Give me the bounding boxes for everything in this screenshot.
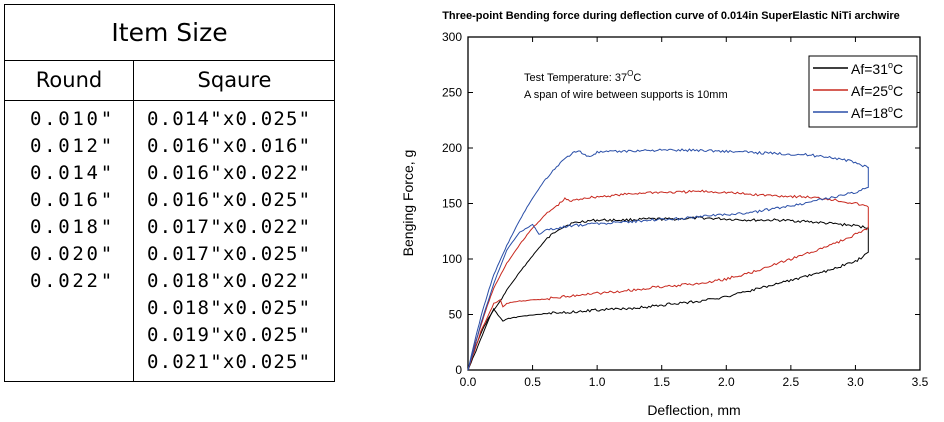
annotation-temperature-unit: C <box>633 72 641 84</box>
legend-label: Af=18oC <box>851 104 903 121</box>
legend-label: Af=31oC <box>851 60 903 77</box>
y-tick-label: 300 <box>442 30 462 44</box>
round-size-item: 0.012" <box>30 135 115 157</box>
table-title: Item Size <box>111 18 228 47</box>
series-2-unloading-line <box>467 207 869 371</box>
y-tick-label: 200 <box>442 141 462 155</box>
annotation-temperature-degree: O <box>627 69 633 78</box>
annotation-temperature-text: Test Temperature: 37 <box>524 72 627 84</box>
square-size-item: 0.019"x0.025" <box>147 324 312 346</box>
table-header-row: Round Sqaure <box>5 60 334 101</box>
square-size-item: 0.014"x0.025" <box>147 108 312 130</box>
round-size-item: 0.020" <box>30 243 115 265</box>
square-size-item: 0.021"x0.025" <box>147 351 312 373</box>
y-tick-label: 50 <box>449 308 463 322</box>
x-tick-label: 0.0 <box>460 375 477 389</box>
round-size-item: 0.018" <box>30 216 115 238</box>
legend-label-degree: o <box>888 82 893 92</box>
legend-label-name: Af=18 <box>851 105 888 121</box>
item-size-table: Item Size Round Sqaure 0.010" 0.012" 0.014… <box>4 4 335 382</box>
legend-label-unit: C <box>893 105 903 121</box>
x-axis-label: Deflection, mm <box>647 402 740 418</box>
square-size-list: 0.014"x0.025" 0.016"x0.016" 0.016"x0.022" 0… <box>147 106 311 376</box>
square-size-item: 0.016"x0.025" <box>147 189 312 211</box>
square-size-item: 0.016"x0.016" <box>147 135 312 157</box>
series-1-loading-line <box>467 216 869 371</box>
y-axis-label: Benging Force, g <box>400 150 416 257</box>
x-tick-label: 2.0 <box>718 375 735 389</box>
legend-label-unit: C <box>893 61 903 77</box>
y-tick-label: 100 <box>442 252 462 266</box>
y-tick-label: 150 <box>442 197 462 211</box>
annotation-span: A span of wire between supports is 10mm <box>524 89 728 101</box>
series-3-unloading-line <box>467 166 869 371</box>
square-column-header: Sqaure <box>197 68 272 92</box>
legend-label-degree: o <box>888 60 893 70</box>
x-tick-label: 1.0 <box>589 375 606 389</box>
chart-title: Three-point Bending force during deflect… <box>442 10 900 22</box>
legend-label: Af=25oC <box>851 82 903 99</box>
x-tick-label: 3.0 <box>847 375 864 389</box>
axis-ticks: 0.0 0.5 1.0 1.5 2.0 2.5 3.0 3.5 0 50 100 150 200 250 3… <box>442 30 929 389</box>
series-3-loading-line <box>467 148 869 371</box>
round-size-item: 0.022" <box>30 270 115 292</box>
legend-label-name: Af=25 <box>851 83 888 99</box>
legend-label-name: Af=31 <box>851 61 888 77</box>
y-tick-label: 250 <box>442 86 462 100</box>
x-tick-label: 0.5 <box>524 375 541 389</box>
table-title-row: Item Size <box>5 5 334 61</box>
legend-label-unit: C <box>893 83 903 99</box>
square-size-item: 0.017"x0.025" <box>147 243 312 265</box>
round-column-header: Round <box>35 68 103 92</box>
y-tick-label: 0 <box>455 363 462 377</box>
annotation-temperature: Test Temperature: 37OC <box>524 69 641 84</box>
round-size-list: 0.010" 0.012" 0.014" 0.016" 0.018" 0.020" 0.02… <box>30 106 115 295</box>
square-size-item: 0.018"x0.025" <box>147 297 312 319</box>
square-size-item: 0.018"x0.022" <box>147 270 312 292</box>
round-size-item: 0.010" <box>30 108 115 130</box>
column-divider <box>133 60 134 381</box>
series-1-unloading-line <box>467 226 869 371</box>
x-tick-label: 1.5 <box>653 375 670 389</box>
series-lines <box>467 148 869 371</box>
square-size-item: 0.017"x0.022" <box>147 216 312 238</box>
x-tick-label: 3.5 <box>912 375 929 389</box>
series-2-loading-line <box>467 189 869 370</box>
x-tick-label: 2.5 <box>783 375 800 389</box>
square-size-item: 0.016"x0.022" <box>147 162 312 184</box>
round-size-item: 0.016" <box>30 189 115 211</box>
round-size-item: 0.014" <box>30 162 115 184</box>
legend-label-degree: o <box>888 104 893 114</box>
